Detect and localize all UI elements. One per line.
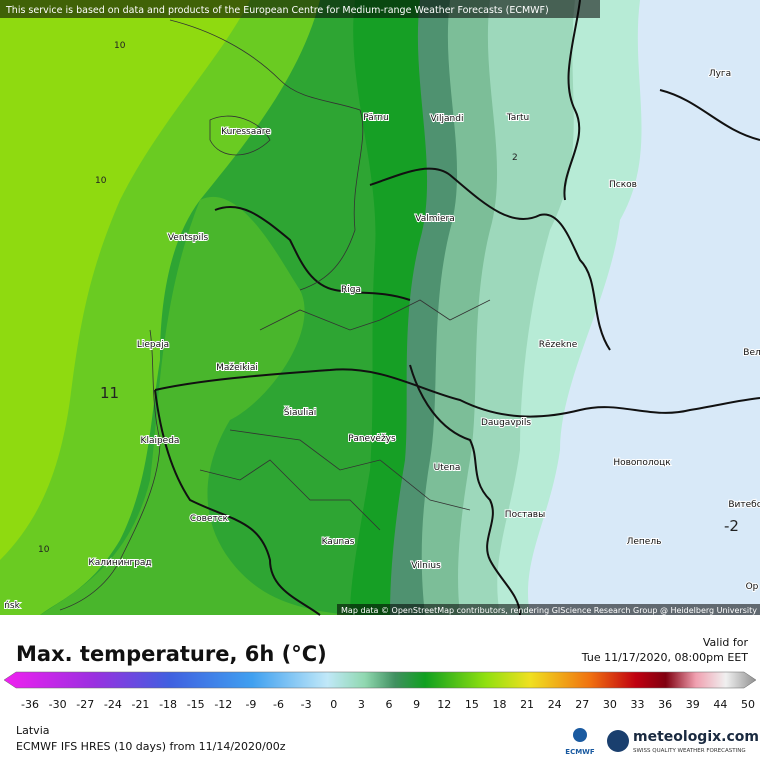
city-label: Vilnius xyxy=(411,561,441,571)
city-label: Лепель xyxy=(627,537,662,547)
city-labels: Pärnu Viljandi Tartu Луга Kuressaare Пск… xyxy=(3,68,760,612)
coast-and-regions xyxy=(59,19,491,611)
colorbar xyxy=(3,671,757,689)
city-label: Поставы xyxy=(505,510,545,520)
colorbar-tick-label: 24 xyxy=(548,698,562,711)
city-label: Liepaja xyxy=(137,340,169,350)
attribution-bar xyxy=(337,604,760,615)
city-label: Panevėžys xyxy=(348,434,396,444)
colorbar-tick-label: 9 xyxy=(413,698,420,711)
footer: Latvia ECMWF IFS HRES (10 days) from 11/… xyxy=(16,724,759,756)
notice-bar xyxy=(0,0,600,18)
attribution: Map data © OpenStreetMap contributors, r… xyxy=(341,606,757,615)
valid-time: Tue 11/17/2020, 08:00pm EET xyxy=(581,651,748,664)
legend-title: Max. temperature, 6h (°C) xyxy=(16,642,327,666)
colorbar-tick-label: -30 xyxy=(49,698,67,711)
colorbar-tick-label: 21 xyxy=(520,698,534,711)
colorbar-tick-label: -36 xyxy=(21,698,39,711)
colorbar-tick-label: 15 xyxy=(465,698,479,711)
colorbar-tick-label: 27 xyxy=(575,698,589,711)
contour-label: 2 xyxy=(512,153,518,163)
colorbar-tick-label: 6 xyxy=(386,698,393,711)
map: Pärnu Viljandi Tartu Луга Kuressaare Пск… xyxy=(0,0,760,616)
ecmwf-logo: ECMWF xyxy=(565,748,595,756)
city-label: Вел xyxy=(743,348,760,358)
borders xyxy=(154,0,760,616)
city-label: Šiauliai xyxy=(284,406,316,418)
valid-label: Valid for xyxy=(703,636,749,649)
colorbar-tick-label: -15 xyxy=(187,698,205,711)
colorbar-tick-label: 50 xyxy=(741,698,755,711)
city-label: Kuressaare xyxy=(221,127,271,137)
colorbar-tick-label: -27 xyxy=(76,698,94,711)
city-label: Utena xyxy=(434,463,461,473)
city-label: Kaunas xyxy=(322,537,355,547)
city-label: Витебс xyxy=(728,500,760,510)
colorbar-tick-label: 44 xyxy=(713,698,727,711)
colorbar-tick-label: -3 xyxy=(301,698,312,711)
brand-icon xyxy=(607,730,629,752)
colorbar-ticks: -36 -30 -27 -24 -21 -18 -15 -12 -9 -6 -3 0 3 6 9 12 15 18… xyxy=(21,698,755,711)
contour-label: -2 xyxy=(724,517,739,535)
city-label: ńsk xyxy=(4,601,20,611)
legend: Max. temperature, 6h (°C) Valid for Tue … xyxy=(3,636,757,711)
city-label: Калининград xyxy=(88,558,151,568)
city-label: Rēzekne xyxy=(539,340,578,350)
contour-label: 11 xyxy=(100,384,119,402)
ecmwf-icon xyxy=(573,728,587,742)
contour-label: 10 xyxy=(95,176,107,186)
city-label: Pärnu xyxy=(363,113,389,123)
colorbar-tick-label: 18 xyxy=(492,698,506,711)
colorbar-tick-label: 39 xyxy=(686,698,700,711)
colorbar-tick-label: 30 xyxy=(603,698,617,711)
city-label: Daugavpils xyxy=(481,418,531,428)
notice: This service is based on data and produc… xyxy=(5,5,549,16)
colorbar-tick-label: -18 xyxy=(159,698,177,711)
city-label: Viljandi xyxy=(431,114,464,124)
colorbar-tick-label: -24 xyxy=(104,698,122,711)
field xyxy=(40,196,350,615)
field xyxy=(0,0,250,560)
colorbar-tick-label: -12 xyxy=(214,698,232,711)
city-label: Tartu xyxy=(506,113,529,123)
region: Latvia xyxy=(16,724,50,737)
city-label: Советск xyxy=(190,514,229,524)
city-label: Riga xyxy=(341,285,361,295)
colorbar-tick-label: -21 xyxy=(131,698,149,711)
city-label: Новополоцк xyxy=(613,458,671,468)
contour-labels: 10 10 2 11 10 -2 xyxy=(38,41,739,555)
contour-label: 10 xyxy=(38,545,50,555)
colorbar-tick-label: 33 xyxy=(631,698,645,711)
city-label: Mažeikiai xyxy=(216,363,258,373)
slogan: SWISS QUALITY WEATHER FORECASTING xyxy=(633,748,746,754)
colorbar-tick-label: 36 xyxy=(658,698,672,711)
model: ECMWF IFS HRES (10 days) from 11/14/2020… xyxy=(16,740,286,753)
city-label: Valmiera xyxy=(415,214,455,224)
colorbar-tick-label: 0 xyxy=(330,698,337,711)
city-label: Псков xyxy=(609,180,637,190)
colorbar-tick-label: 3 xyxy=(358,698,365,711)
city-label: Ор xyxy=(746,582,759,592)
colorbar-tick-label: 12 xyxy=(437,698,451,711)
city-label: Луга xyxy=(709,69,731,79)
colorbar-tick-label: -6 xyxy=(273,698,284,711)
colorbar-tick-label: -9 xyxy=(245,698,256,711)
brand: meteologix.com xyxy=(633,729,759,745)
contour-label: 10 xyxy=(114,41,126,51)
city-label: Klaipeda xyxy=(141,436,180,446)
city-label: Ventspils xyxy=(168,233,209,243)
